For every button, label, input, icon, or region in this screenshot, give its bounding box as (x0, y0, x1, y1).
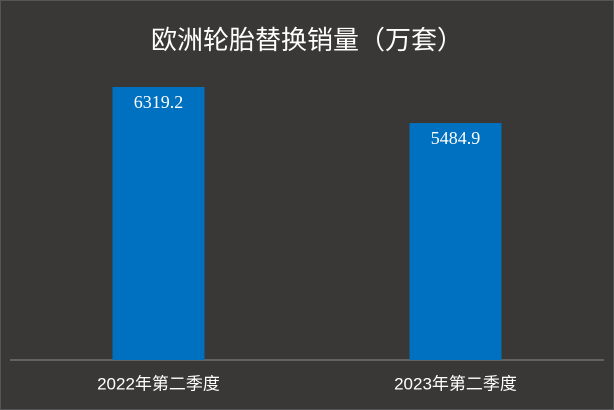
bar (112, 87, 205, 360)
x-tick-label: 2023年第二季度 (394, 374, 517, 393)
value-label: 6319.2 (134, 92, 184, 112)
x-tick-label: 2022年第二季度 (97, 374, 220, 393)
value-label: 5484.9 (431, 128, 481, 148)
chart-title: 欧洲轮胎替换销量（万套） (151, 25, 463, 55)
bar (409, 123, 502, 360)
